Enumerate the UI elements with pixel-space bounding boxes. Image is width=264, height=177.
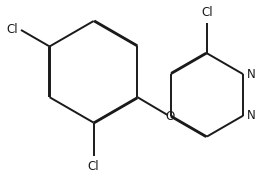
Text: Cl: Cl	[88, 160, 99, 173]
Text: Cl: Cl	[201, 6, 213, 19]
Text: O: O	[166, 110, 175, 123]
Text: Cl: Cl	[7, 24, 18, 36]
Text: N: N	[247, 109, 256, 122]
Text: N: N	[247, 68, 256, 81]
